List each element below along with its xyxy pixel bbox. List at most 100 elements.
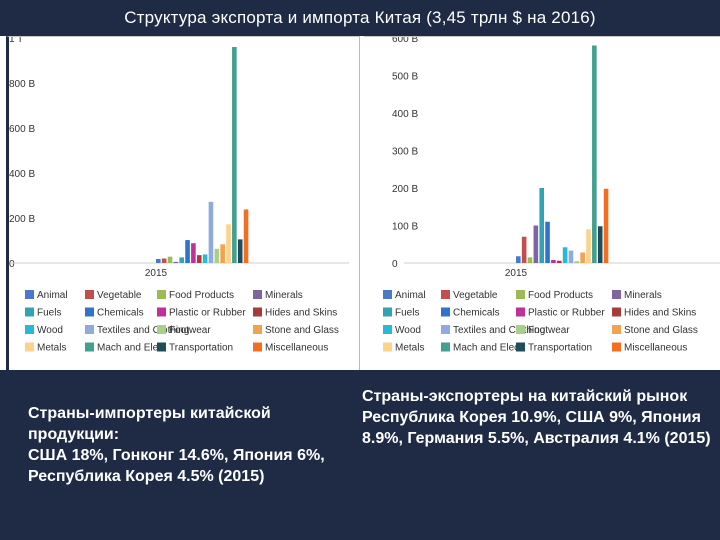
y-tick-label: 0 [9,259,15,270]
legend-label: Wood [37,325,63,336]
legend-label: Stone and Glass [265,325,339,336]
y-tick-label: 100 B [392,222,418,233]
caption-exporters-heading: Страны-экспортеры на китайский рынок [362,388,688,405]
bar-hides-and-skins [196,255,202,263]
legend-item: Metals [383,342,424,354]
legend-label: Textiles and Clothing [97,325,189,336]
legend-item: Textiles and Clothing [85,325,189,336]
legend-swatch [25,342,34,352]
legend-item: Food Products [157,290,234,301]
exports-chart: 0 100 B 200 B 300 B 400 B 500 B 600 B 2015 Anima… [383,37,720,354]
legend-label: Metals [395,343,424,354]
legend-label: Miscellaneous [624,343,687,354]
legend-item: Metals [25,342,66,354]
bar-mach-and-elec [592,45,597,263]
legend-swatch [383,290,392,299]
legend-label: Hides and Skins [265,308,337,319]
caption-band [0,370,720,540]
y-tick-label: 600 B [392,37,418,45]
y-tick-label: 200 B [9,214,35,225]
bar-vegetable [161,258,167,263]
legend-swatch [516,307,525,317]
legend-label: Minerals [265,290,303,301]
legend-item: Footwear [516,325,570,336]
legend-item: Animal [25,290,68,301]
legend-label: Mach and Elec [453,343,519,354]
bar-chemicals [545,221,550,263]
legend-swatch [441,342,450,352]
bar-wood [562,247,568,263]
bar-textiles-and-clothing [568,250,574,263]
y-tick-label: 200 B [392,184,418,195]
legend-swatch [516,325,525,334]
exports-chart-panel: 0 100 B 200 B 300 B 400 B 500 B 600 B 2015 Anima… [364,36,720,371]
legend-swatch [612,325,621,334]
bar-footwear [574,261,580,263]
y-tick-label: 500 B [392,72,418,83]
imports-chart-panel: 0 200 B 400 B 600 B 800 B 1 T 2015 Animal Vegeta… [6,36,360,371]
caption-importers: Страны-импортеры китайской продукции: СШ… [28,403,358,487]
legend-swatch [441,290,450,299]
imports-chart: 0 200 B 400 B 600 B 800 B 1 T 2015 Animal Vegeta… [9,37,349,354]
legend-label: Plastic or Rubber [528,308,605,319]
bar-fuels [179,257,184,263]
bar-miscellaneous [603,188,609,263]
x-tick-label: 2015 [505,268,528,279]
bar-wood [202,254,208,263]
legend-label: Metals [37,343,66,354]
legend-label: Vegetable [453,290,498,301]
legend-item: Stone and Glass [253,325,339,336]
legend-item: Plastic or Rubber [516,307,605,319]
legend-swatch [516,290,525,299]
legend-item: Minerals [253,290,303,301]
y-tick-label: 1 T [9,37,23,45]
legend-label: Food Products [169,290,234,301]
caption-importers-body: США 18%, Гонконг 14.6%, Япония 6%, Респу… [28,447,325,485]
bar-mach-and-elec [232,47,237,263]
legend-item: Wood [25,325,63,336]
legend-swatch [516,342,525,352]
caption-exporters: Страны-экспортеры на китайский рынок Рес… [362,386,712,449]
legend-swatch [85,290,94,299]
legend-item: Stone and Glass [612,325,698,336]
bar-metals [226,224,231,263]
legend-label: Hides and Skins [624,308,696,319]
legend-label: Mach and Elec [97,343,163,354]
legend-swatch [85,342,94,352]
legend-item: Vegetable [441,290,498,301]
legend-label: Wood [395,325,421,336]
bar-hides-and-skins [556,260,562,263]
legend-swatch [157,307,166,317]
legend-item: Miscellaneous [253,342,328,354]
legend-swatch [383,342,392,352]
legend-swatch [383,325,392,334]
legend-label: Food Products [528,290,593,301]
legend-item: Plastic or Rubber [157,307,246,319]
bar-fuels [539,188,544,263]
bar-animal [516,256,521,263]
bar-stone-and-glass [220,244,225,263]
legend-swatch [253,342,262,352]
legend-item: Vegetable [85,290,142,301]
legend-label: Minerals [624,290,662,301]
bar-chemicals [185,240,190,263]
legend-item: Hides and Skins [612,307,696,319]
legend-swatch [612,290,621,299]
legend-label: Textiles and Clothing [453,325,545,336]
legend-label: Footwear [528,325,570,336]
legend-item: Wood [383,325,421,336]
bar-stone-and-glass [580,252,585,263]
legend-item: Miscellaneous [612,342,687,354]
bar-minerals [533,225,539,263]
bar-transportation [237,239,243,263]
bar-footwear [214,248,220,263]
bar-food-products [527,257,533,263]
legend-item: Chemicals [441,307,500,319]
bar-food-products [167,256,173,263]
legend-item: Transportation [157,342,233,354]
legend-swatch [157,290,166,299]
legend-item: Fuels [383,307,419,319]
legend-swatch [383,307,392,317]
legend-swatch [253,307,262,317]
caption-exporters-body: Республика Корея 10.9%, США 9%, Япония 8… [362,409,711,447]
